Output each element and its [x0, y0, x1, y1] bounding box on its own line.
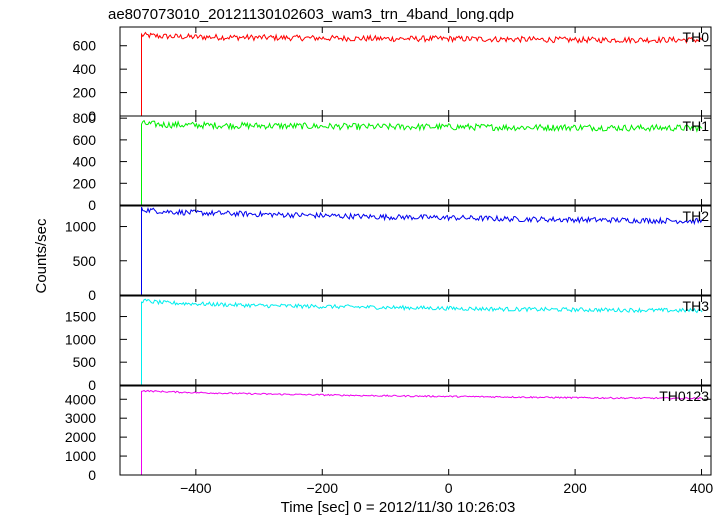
- y-axis-label: Counts/sec: [33, 218, 50, 294]
- x-tick-label: −200: [306, 480, 338, 496]
- panel-frame-th1: [119, 115, 712, 206]
- y-tick-label: 1000: [65, 448, 96, 464]
- y-tick-label: 1500: [65, 309, 96, 325]
- y-tick-label: 400: [73, 154, 97, 170]
- y-tick-label: 400: [73, 61, 97, 77]
- y-tick-label: 500: [73, 354, 97, 370]
- chart-title: ae807073010_20121130102603_wam3_trn_4ban…: [108, 6, 514, 23]
- panel-frame-th3: [119, 295, 712, 386]
- panel-th0: 0 200 400 600 TH0: [73, 26, 712, 124]
- x-tick-label: −400: [180, 480, 212, 496]
- panel-th2: 0 500 1000 TH2: [65, 205, 712, 303]
- series-line-th1: [128, 119, 703, 206]
- panel-frame-th0: [119, 26, 712, 117]
- y-tick-label: 200: [73, 85, 97, 101]
- panels-group: 0 200 400 600 TH0 0 200 400 600 800 TH1 0 500 1000 TH2…: [65, 26, 714, 496]
- y-tick-label: 0: [88, 287, 96, 303]
- x-axis-label: Time [sec] 0 = 2012/11/30 10:26:03: [281, 499, 516, 516]
- y-tick-label: 1000: [65, 331, 96, 347]
- series-label-th0123: TH0123: [659, 388, 709, 404]
- series-label-th1: TH1: [683, 118, 710, 134]
- y-tick-label: 500: [73, 253, 97, 269]
- panel-th3: 0 500 1000 1500 TH3: [65, 295, 712, 393]
- series-label-th2: TH2: [683, 208, 710, 224]
- y-tick-label: 200: [73, 175, 97, 191]
- x-tick-label: 400: [690, 480, 714, 496]
- y-tick-label: 600: [73, 38, 97, 54]
- y-tick-label: 3000: [65, 410, 96, 426]
- panel-frame-th0123: [119, 385, 712, 476]
- y-tick-label: 0: [88, 197, 96, 213]
- x-tick-label: 0: [445, 480, 453, 496]
- series-label-th3: TH3: [683, 298, 710, 314]
- panel-frame-th2: [119, 205, 712, 296]
- y-tick-label: 0: [88, 377, 96, 393]
- series-line-th0123: [128, 389, 703, 476]
- panel-th1: 0 200 400 600 800 TH1: [73, 110, 712, 213]
- y-tick-label: 4000: [65, 391, 96, 407]
- panel-th0123: 0 1000 2000 3000 4000 TH0123: [65, 385, 712, 483]
- y-tick-label: 0: [88, 467, 96, 483]
- y-tick-label: 600: [73, 132, 97, 148]
- series-label-th0: TH0: [683, 29, 710, 45]
- series-line-th3: [128, 298, 703, 386]
- y-tick-label: 0: [88, 108, 96, 124]
- y-tick-label: 2000: [65, 429, 96, 445]
- x-tick-label: 200: [563, 480, 587, 496]
- y-tick-label: 800: [73, 110, 97, 126]
- series-line-th0: [128, 31, 703, 117]
- series-line-th2: [128, 206, 703, 296]
- y-tick-label: 1000: [65, 219, 96, 235]
